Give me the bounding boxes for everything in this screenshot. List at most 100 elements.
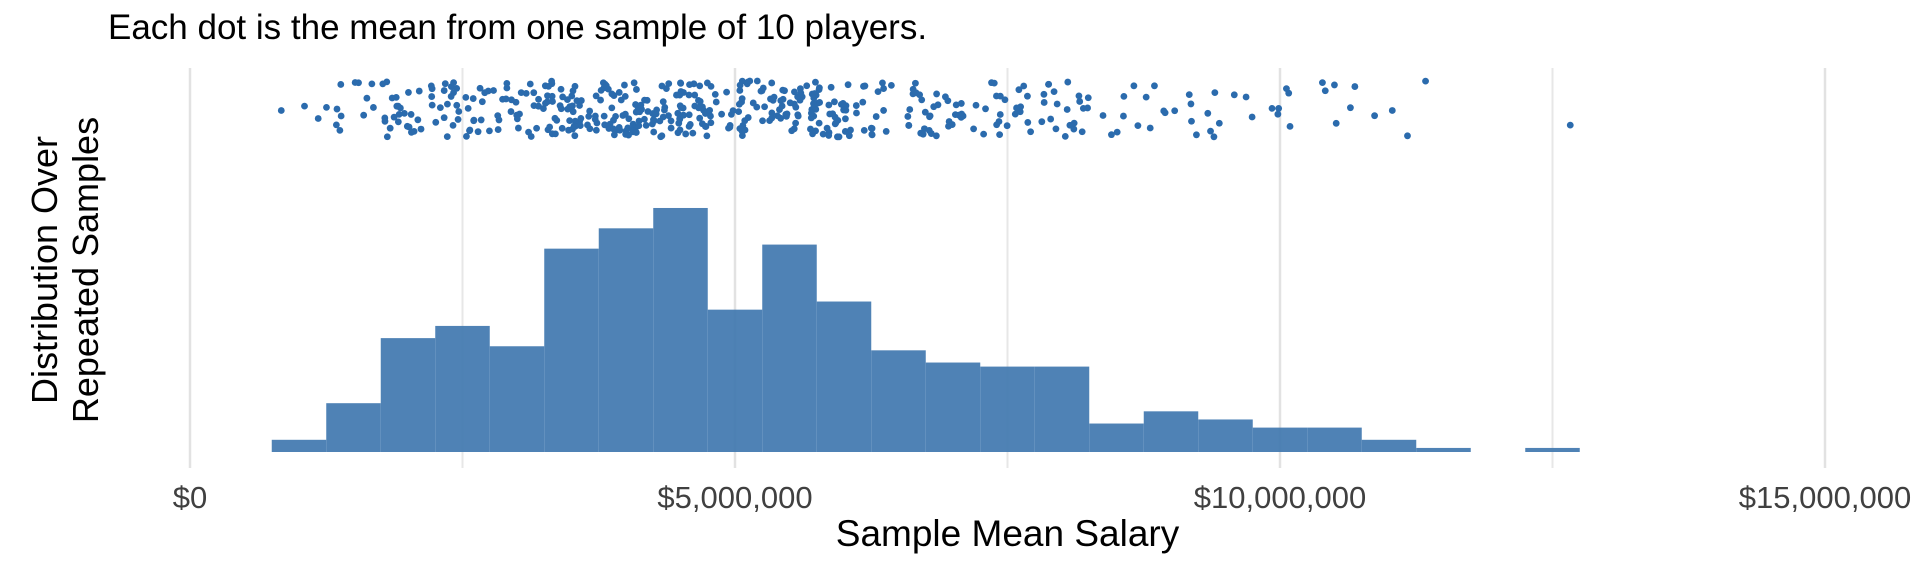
sample-mean-dot [957,100,965,107]
sample-mean-dot [571,122,579,130]
sample-mean-dot [1076,98,1084,105]
sample-mean-dot [1040,99,1048,106]
sample-mean-dot [577,115,585,122]
sample-mean-dot [559,93,567,101]
sample-mean-dot [1160,107,1168,115]
sample-mean-dot [1108,131,1115,139]
sample-mean-dot [615,123,623,131]
sample-mean-dot [604,85,612,93]
histogram-bar [871,350,926,452]
histogram-bar [1252,427,1308,452]
sample-mean-dot [1283,85,1290,93]
sample-mean-dot [807,125,814,133]
sample-mean-dot [548,77,555,85]
sample-mean-dot [481,89,489,97]
sample-mean-dot [686,81,693,89]
sample-mean-dot [610,131,618,139]
sample-mean-dot [909,85,917,93]
sample-mean-dot [1286,122,1294,130]
sample-mean-dot [791,88,798,96]
sample-mean-dot [970,125,978,133]
sample-mean-dot [711,91,719,98]
sample-mean-dot [381,117,389,125]
sample-mean-dot [600,112,608,120]
sample-mean-dot [738,95,746,103]
sample-mean-dot [735,100,743,108]
sample-mean-dot [527,133,535,140]
sample-mean-dot [1003,122,1011,130]
sample-mean-dot [933,90,941,98]
sample-mean-dot [390,113,398,121]
sample-mean-dot [807,114,815,122]
sample-mean-dot [1040,90,1048,98]
sample-mean-dot [1099,112,1107,119]
sample-mean-dot [474,128,482,136]
sample-mean-dot [440,114,448,122]
sample-mean-dot [591,115,599,123]
sample-mean-dot [827,83,835,91]
sample-mean-dot [990,79,998,87]
sample-mean-dot [759,117,766,125]
sample-mean-dot [621,81,628,89]
sample-mean-dot [653,106,661,114]
sample-mean-dot [1113,128,1121,136]
sample-mean-dot [368,80,376,88]
sample-mean-dot [608,90,616,98]
sample-mean-dot [568,92,576,100]
sample-mean-dot [744,114,752,121]
sample-mean-dot [494,112,502,120]
sample-mean-dot [702,123,709,130]
sample-mean-dot [685,91,693,99]
sample-mean-dot [797,89,805,97]
sample-mean-dot [1193,131,1200,139]
sample-mean-dot [432,118,440,126]
sample-mean-dot [1146,124,1154,132]
sample-mean-dot [453,84,461,92]
histogram-bar [326,403,381,452]
sample-mean-dot [829,110,837,118]
sample-mean-dot [1134,122,1142,130]
sample-mean-dot [735,108,743,116]
sample-mean-dot [393,102,401,110]
sample-mean-dot [522,89,530,97]
sample-mean-dot [696,82,704,90]
sample-mean-dot [707,119,715,127]
x-tick-label-0: $0 [172,480,208,515]
sample-mean-dot [905,122,913,129]
sample-mean-dot [1242,93,1250,101]
sample-mean-dot [462,93,470,101]
sample-mean-dot [880,85,887,92]
sample-mean-dot [832,119,840,127]
sample-mean-dot [632,129,640,136]
sample-mean-dot [415,87,423,95]
sample-mean-dot [405,89,412,96]
sample-mean-dot [395,110,403,118]
sample-mean-dot [659,98,667,106]
sample-mean-dot [476,84,484,92]
sample-mean-dot [831,98,838,106]
sample-mean-dot [847,126,854,134]
sample-mean-dot [443,133,451,141]
sample-mean-dot [853,109,860,117]
sample-mean-dot [408,128,415,136]
sample-mean-dot [706,106,714,114]
sample-mean-dot [661,106,668,114]
sample-mean-dot [494,126,502,133]
sample-mean-dot [615,89,623,96]
sample-mean-dot [790,125,798,133]
x-tick-label-2: $10,000,000 [1193,480,1367,515]
sample-mean-dot [625,115,633,123]
sample-mean-dot [852,102,860,109]
sample-mean-dot [906,106,914,113]
sample-mean-dot [1275,105,1283,112]
sample-mean-dot [447,93,455,100]
sample-mean-dot [1171,107,1179,115]
sample-mean-dot [880,107,887,114]
sample-mean-dot [637,101,645,109]
sample-mean-dot [957,113,965,121]
sample-mean-dot [696,97,704,105]
sample-mean-dot [444,100,451,108]
sample-mean-dot [477,116,485,124]
sample-mean-dot [314,115,322,122]
sample-mean-dot [650,116,657,124]
